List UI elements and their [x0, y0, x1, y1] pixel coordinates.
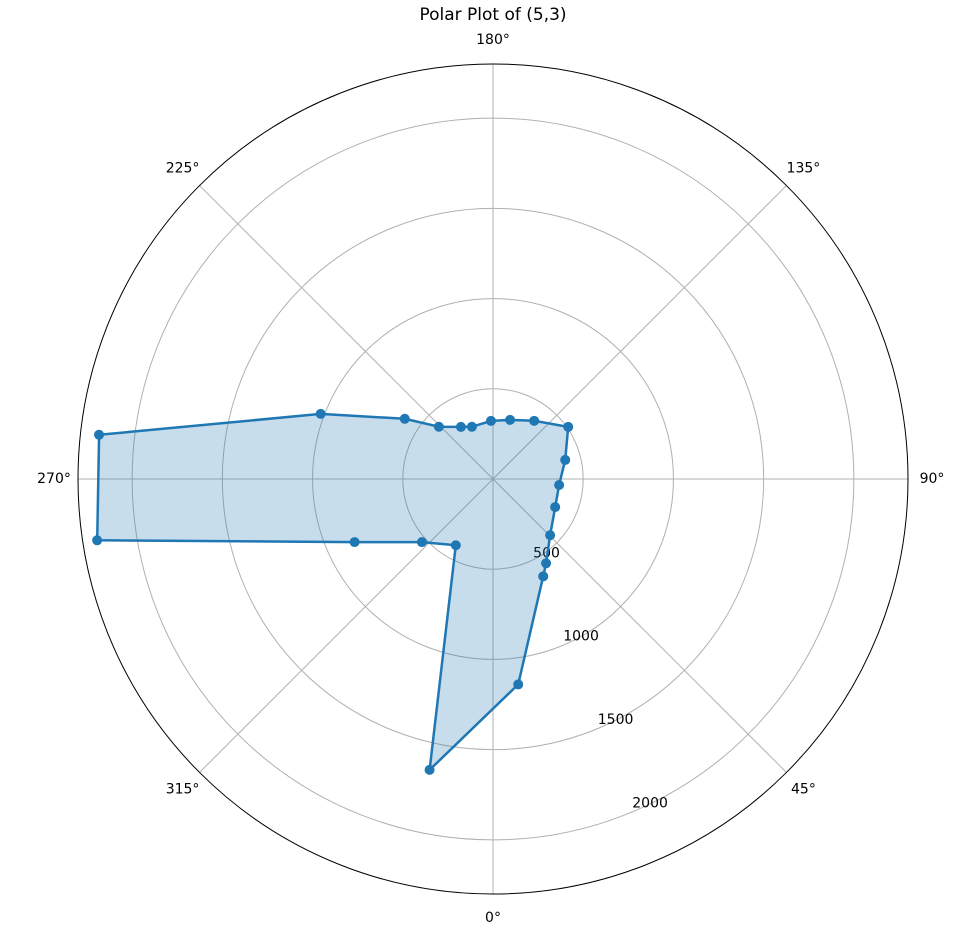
marker [550, 502, 561, 513]
grid-spoke [199, 478, 494, 773]
marker [433, 421, 444, 432]
marker [485, 415, 496, 426]
theta-tick-label: 45° [791, 781, 816, 797]
marker [424, 764, 435, 775]
polar-frame [77, 63, 909, 895]
theta-tick-label: 225° [166, 161, 200, 177]
marker [455, 421, 466, 432]
marker [554, 480, 565, 491]
theta-tick-label: 270° [37, 471, 71, 487]
marker [349, 537, 360, 548]
area [97, 413, 569, 770]
r-tick-label: 1500 [598, 712, 634, 728]
theta-tick-label: 180° [476, 32, 510, 48]
r-tick-label: 1000 [563, 629, 599, 645]
grid-spoke [492, 185, 787, 480]
marker [541, 558, 552, 569]
marker [92, 535, 103, 546]
marker [560, 454, 571, 465]
marker [545, 530, 556, 541]
r-tick-label: 2000 [632, 795, 668, 811]
marker [450, 540, 461, 551]
marker [416, 537, 427, 548]
marker [466, 421, 477, 432]
grid-spoke [199, 185, 494, 480]
marker [505, 414, 516, 425]
marker [399, 413, 410, 424]
theta-tick-label: 0° [485, 910, 501, 926]
chart-title: Polar Plot of (5,3) [419, 5, 566, 25]
theta-tick-label: 315° [166, 781, 200, 797]
theta-tick-label: 135° [787, 161, 821, 177]
marker [315, 408, 326, 419]
marker [513, 679, 524, 690]
marker [94, 429, 105, 440]
marker [563, 421, 574, 432]
marker [538, 571, 549, 582]
theta-tick-label: 90° [920, 471, 945, 487]
grid-spoke [492, 478, 787, 773]
marker [529, 415, 540, 426]
